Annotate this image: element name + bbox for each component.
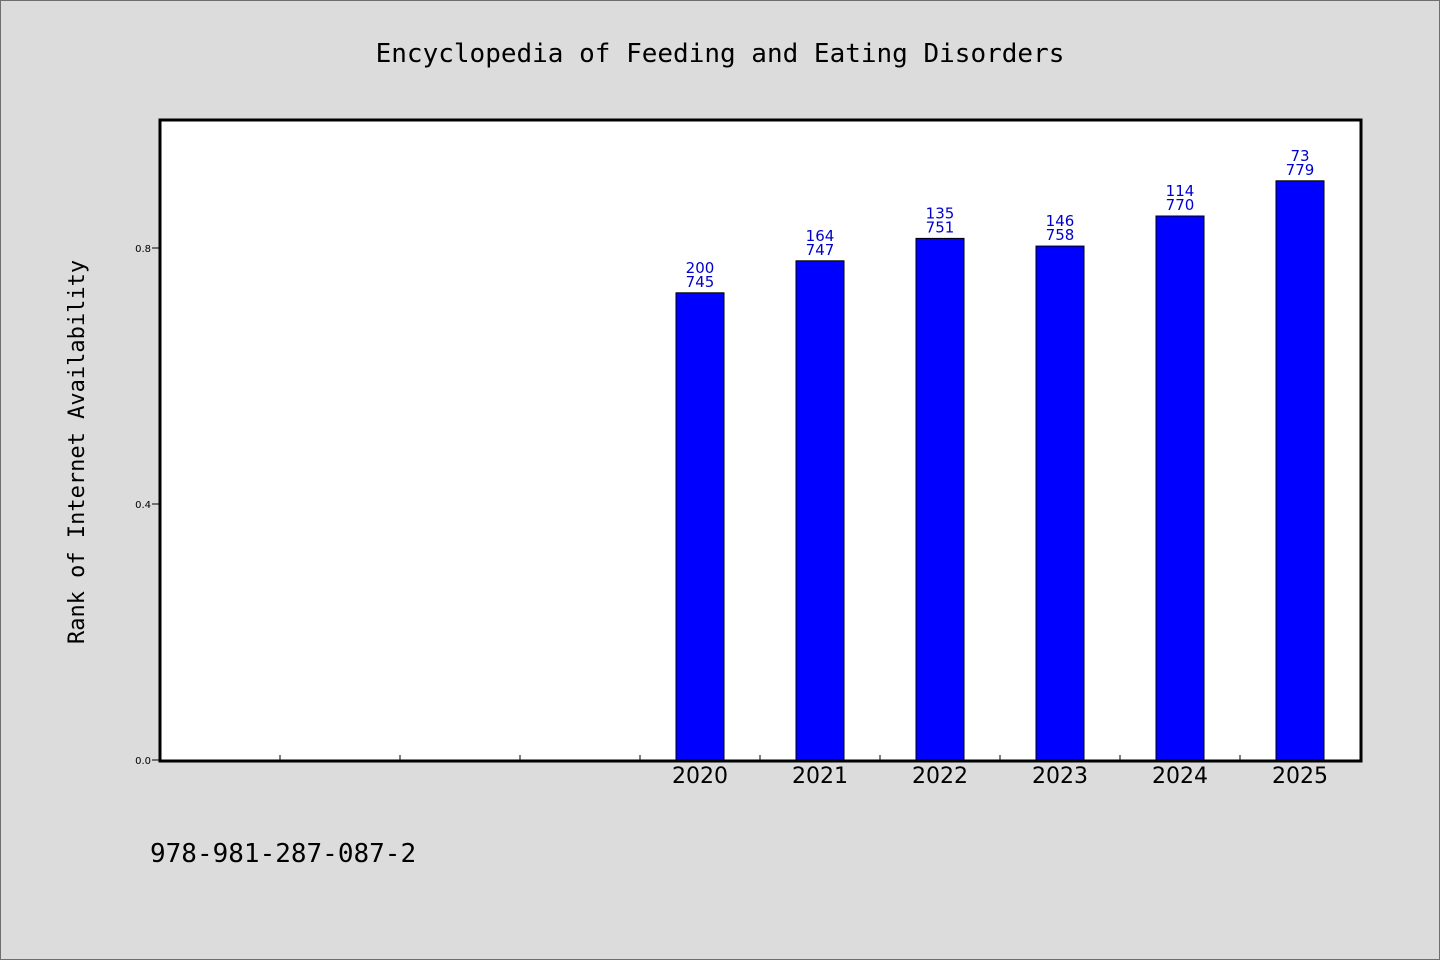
bar-2023 [1035,245,1085,761]
y-axis-label: Rank of Internet Availability [65,260,90,644]
x-tick-label: 2021 [792,764,848,789]
bar-label-bottom: 747 [806,241,835,259]
bar-label-bottom: 779 [1286,161,1315,179]
bar-2025 [1275,180,1325,761]
bar-2022 [915,237,965,761]
bar-label-top: 164 [806,227,835,245]
x-tick-label: 2024 [1152,764,1208,789]
y-axis-ticks: 0.0 0.4 0.8 [135,244,160,767]
bar-label-top: 200 [686,259,715,277]
bar-label-bottom: 745 [686,273,715,291]
bar-label-bottom: 758 [1046,226,1075,244]
x-tick-label: 2022 [912,764,968,789]
bar-2020 [675,292,725,761]
bar-label-bottom: 770 [1166,196,1195,214]
bar-label-top: 135 [926,204,955,222]
y-tick-label: 0.4 [135,500,151,511]
bar-series [675,180,1325,761]
chart-title: Encyclopedia of Feeding and Eating Disor… [376,39,1065,69]
y-tick-label: 0.0 [135,756,151,767]
x-axis-ticks: 2020 2021 2022 2023 2024 2025 [279,755,1328,789]
bar-label-top: 73 [1290,147,1309,165]
isbn-text: 978-981-287-087-2 [150,839,416,869]
bar-label-top: 146 [1046,212,1075,230]
x-tick-label: 2025 [1272,764,1328,789]
bar-label-top: 114 [1166,182,1195,200]
bar-2024 [1155,215,1205,761]
bar-2021 [795,260,845,761]
x-tick-label: 2020 [672,764,728,789]
x-tick-label: 2023 [1032,764,1088,789]
y-tick-label: 0.8 [135,244,151,255]
bar-label-bottom: 751 [926,218,955,236]
